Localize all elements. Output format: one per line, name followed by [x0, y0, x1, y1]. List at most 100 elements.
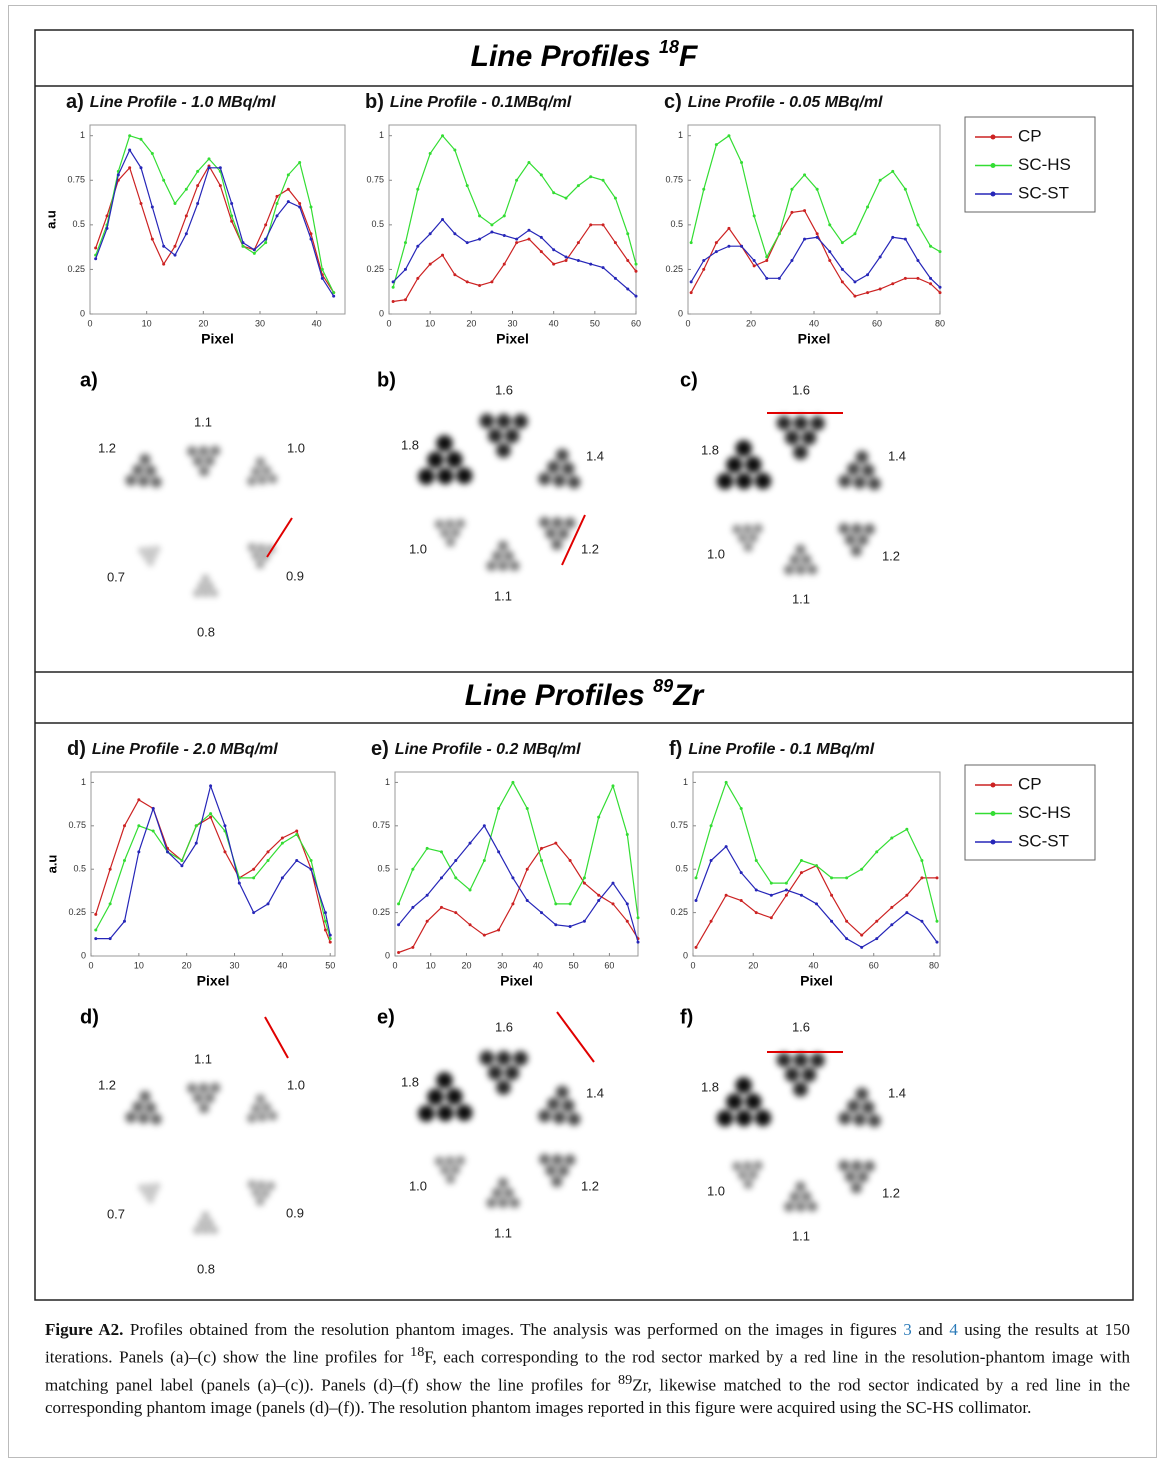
sector-label: 1.4 [888, 1085, 906, 1100]
y-tick-label: 0.5 [72, 219, 85, 229]
y-axis-label: a.u [44, 855, 59, 874]
rod [735, 1077, 752, 1094]
rod [732, 1162, 741, 1171]
chart-title-text: Line Profile - 0.1MBq/ml [390, 94, 572, 111]
chart-title: d)Line Profile - 2.0 MBq/ml [67, 738, 278, 760]
rod [436, 1072, 453, 1089]
profile-point [929, 277, 932, 280]
profile-point [287, 200, 290, 203]
rod [446, 1175, 455, 1184]
rod [440, 1166, 449, 1175]
y-tick-label: 0 [683, 950, 688, 960]
rod [796, 1202, 806, 1212]
rod [795, 545, 805, 555]
rod [513, 1051, 528, 1066]
rod [437, 1105, 454, 1122]
profile-point [429, 263, 432, 266]
sector-label: 1.4 [586, 1085, 604, 1100]
x-tick-label: 60 [604, 960, 614, 970]
rod [206, 582, 213, 589]
profile-point [137, 824, 140, 827]
x-tick-label: 40 [808, 960, 818, 970]
x-tick-label: 10 [134, 960, 144, 970]
isotope-element: Zr [672, 679, 705, 712]
profile-point [753, 264, 756, 267]
x-axis-label: Pixel [496, 331, 529, 347]
profile-point [94, 937, 97, 940]
legend-marker [991, 163, 996, 168]
rod [717, 1110, 734, 1127]
profile-point [635, 263, 638, 266]
profile-point [321, 268, 324, 271]
rod [418, 468, 435, 485]
profile-marker [267, 518, 292, 557]
rod [153, 546, 159, 552]
rod [194, 590, 201, 597]
profile-point [392, 286, 395, 289]
profile-point [565, 255, 568, 258]
rod [145, 1102, 156, 1113]
rod [732, 525, 741, 534]
rod [736, 1110, 753, 1127]
rod [210, 1083, 220, 1093]
sector-label: 1.8 [701, 1079, 719, 1094]
profile-point [416, 188, 419, 191]
rod [202, 1227, 209, 1234]
isotope-mass: 89 [653, 676, 673, 696]
rod [801, 555, 811, 565]
y-tick-label: 0.5 [670, 219, 683, 229]
rod [735, 440, 752, 457]
rod [547, 461, 560, 474]
rod [552, 517, 563, 528]
rod [839, 523, 850, 534]
rod [810, 416, 825, 431]
rod [558, 528, 569, 539]
rod [251, 467, 260, 476]
figure-ref[interactable]: 4 [949, 1320, 958, 1339]
profile-point [569, 925, 572, 928]
profile-point [860, 934, 863, 937]
rod [790, 1192, 800, 1202]
profile-point [890, 836, 893, 839]
profile-point [511, 876, 514, 879]
rod [564, 1155, 575, 1166]
sector-label: 1.0 [707, 1183, 725, 1198]
rod [851, 1182, 862, 1193]
profile-point [397, 902, 400, 905]
rod [248, 543, 256, 551]
sector-label: 1.0 [287, 1077, 305, 1092]
profile-point [527, 229, 530, 232]
x-tick-label: 60 [631, 318, 641, 328]
y-tick-label: 1 [80, 130, 85, 140]
panel-label: c) [664, 91, 682, 113]
profile-point [710, 859, 713, 862]
profile-point [392, 300, 395, 303]
profile-point [526, 868, 529, 871]
profile-point [180, 864, 183, 867]
rod [456, 1104, 473, 1121]
profile-point [441, 134, 444, 137]
profile-point [281, 842, 284, 845]
sector-label: 1.0 [287, 440, 305, 455]
rod [435, 520, 444, 529]
x-tick-label: 40 [549, 318, 559, 328]
rod [268, 1111, 277, 1120]
rod [150, 553, 156, 559]
rod [145, 465, 156, 476]
rod [456, 519, 465, 528]
x-tick-label: 20 [466, 318, 476, 328]
sector-label: 0.9 [286, 1205, 304, 1220]
profile-point [710, 824, 713, 827]
figure-ref[interactable]: 3 [903, 1320, 912, 1339]
profile-point [905, 828, 908, 831]
rod [845, 534, 856, 545]
plot-area [91, 772, 335, 956]
chart-title: e)Line Profile - 0.2 MBq/ml [371, 738, 581, 760]
profile-point [597, 894, 600, 897]
profile-point [267, 902, 270, 905]
rod [498, 561, 508, 571]
rod [743, 524, 752, 533]
rod [790, 555, 800, 565]
profile-point [637, 941, 640, 944]
profile-point [565, 259, 568, 262]
